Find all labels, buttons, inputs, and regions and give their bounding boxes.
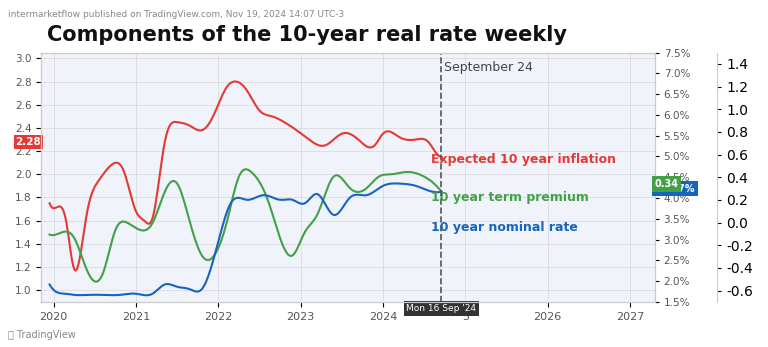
Text: 10 year term premium: 10 year term premium bbox=[431, 191, 588, 204]
Text: intermarketflow published on TradingView.com, Nov 19, 2024 14:07 UTC-3: intermarketflow published on TradingView… bbox=[8, 10, 344, 19]
Text: Components of the 10-year real rate weekly: Components of the 10-year real rate week… bbox=[48, 25, 568, 45]
Text: Mon 16 Sep '24: Mon 16 Sep '24 bbox=[406, 304, 476, 313]
Text: 🔰 TradingView: 🔰 TradingView bbox=[8, 330, 75, 340]
Text: Expected 10 year inflation: Expected 10 year inflation bbox=[431, 153, 616, 166]
Text: 4.227%: 4.227% bbox=[654, 184, 695, 194]
Text: September 24: September 24 bbox=[444, 61, 533, 74]
Text: 2.28: 2.28 bbox=[15, 137, 41, 147]
Text: 10 year nominal rate: 10 year nominal rate bbox=[431, 221, 578, 234]
Text: 0.34: 0.34 bbox=[654, 179, 679, 189]
